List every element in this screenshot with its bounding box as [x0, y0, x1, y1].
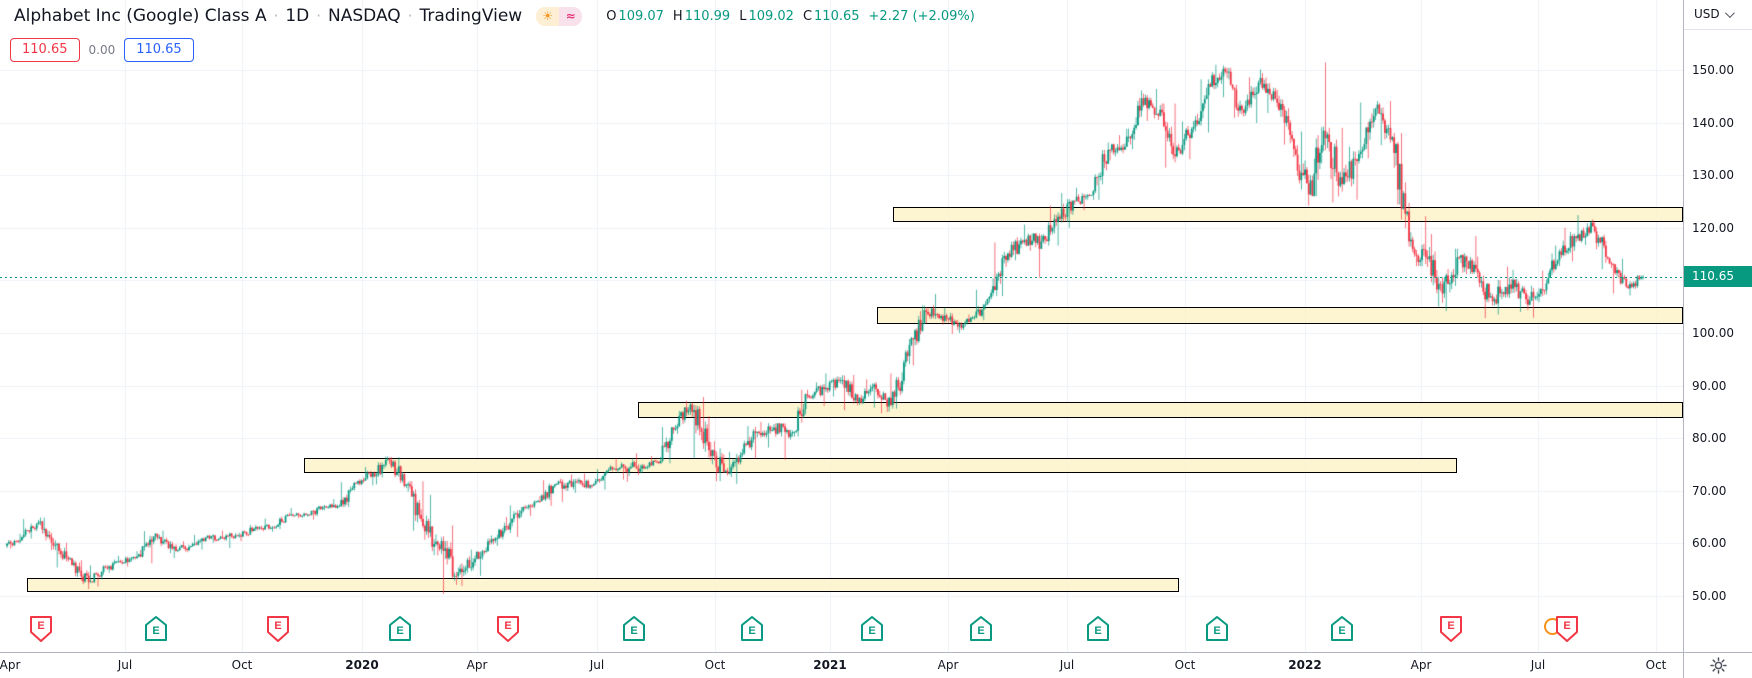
time-tick: Oct: [704, 658, 726, 672]
open-label: O: [606, 8, 617, 24]
change-value: +2.27 (+2.09%): [868, 8, 975, 24]
time-tick: Oct: [231, 658, 253, 672]
price-tick: 70.00: [1692, 484, 1727, 498]
title-separator: ·: [316, 7, 322, 25]
earnings-miss-badge[interactable]: E: [497, 615, 519, 643]
svg-text:E: E: [274, 620, 281, 632]
svg-text:E: E: [1338, 625, 1345, 637]
chevron-down-icon: [1724, 8, 1735, 19]
time-tick: Apr: [1410, 658, 1432, 672]
earnings-beat-badge[interactable]: E: [970, 615, 992, 643]
svg-text:E: E: [1213, 625, 1220, 637]
high-value: 110.99: [684, 8, 731, 24]
title-separator: ·: [273, 7, 279, 25]
exchange-label[interactable]: NASDAQ: [328, 6, 401, 26]
earnings-beat-badge[interactable]: E: [389, 615, 411, 643]
title-separator: ·: [407, 7, 413, 25]
svg-text:E: E: [37, 620, 44, 632]
price-scale[interactable]: USD 150.00 140.00 130.00 120.00 100.00 90.00 8…: [1683, 0, 1752, 652]
currency-selector[interactable]: USD: [1694, 7, 1735, 21]
earnings-beat-badge[interactable]: E: [1206, 615, 1228, 643]
price-tick: 90.00: [1692, 379, 1727, 393]
time-tick: Oct: [1645, 658, 1667, 672]
svg-text:E: E: [868, 625, 875, 637]
time-tick: Jul: [117, 658, 133, 672]
svg-text:E: E: [1563, 620, 1570, 632]
price-tick: 100.00: [1692, 326, 1734, 340]
buy-button[interactable]: 110.65: [124, 38, 194, 62]
time-tick: Apr: [466, 658, 488, 672]
interval-label[interactable]: 1D: [285, 6, 310, 26]
earnings-miss-badge[interactable]: E: [267, 615, 289, 643]
currency-label: USD: [1694, 7, 1720, 21]
svg-text:E: E: [1447, 620, 1454, 632]
time-tick: 2020: [345, 658, 379, 672]
price-tick: 50.00: [1692, 589, 1727, 603]
open-value: 109.07: [618, 8, 664, 24]
svg-text:E: E: [504, 620, 511, 632]
axis-divider: [1684, 29, 1752, 30]
scale-settings-corner[interactable]: [1683, 652, 1752, 678]
svg-text:E: E: [748, 625, 755, 637]
price-tick: 150.00: [1692, 63, 1734, 77]
svg-text:E: E: [396, 625, 403, 637]
low-value: 109.02: [748, 8, 794, 24]
time-scale[interactable]: Apr Jul Oct 2020 Apr Jul Oct 2021 Apr Jul Oct 2022 A…: [0, 652, 1683, 678]
high-label: H: [672, 8, 683, 24]
gear-icon[interactable]: [1709, 657, 1727, 674]
trade-panel: 110.65 0.00 110.65: [10, 38, 194, 62]
earnings-beat-badge[interactable]: E: [1331, 615, 1353, 643]
time-tick: Oct: [1174, 658, 1196, 672]
price-tick: 120.00: [1692, 221, 1734, 235]
price-tick: 130.00: [1692, 168, 1734, 182]
time-tick: 2022: [1288, 658, 1322, 672]
chart-pane[interactable]: Alphabet Inc (Google) Class A · 1D · NAS…: [0, 0, 1683, 652]
market-status-chips: ☀ ≈: [536, 6, 583, 26]
price-tick: 60.00: [1692, 536, 1727, 550]
earnings-miss-badge[interactable]: E: [1440, 615, 1462, 643]
svg-text:E: E: [977, 625, 984, 637]
earnings-beat-badge[interactable]: E: [1087, 615, 1109, 643]
earnings-miss-badge[interactable]: E: [30, 615, 52, 643]
current-price-label: 110.65: [1684, 266, 1752, 287]
spread-value: 0.00: [88, 43, 116, 57]
sell-button[interactable]: 110.65: [10, 38, 80, 62]
close-label: C: [802, 8, 813, 24]
time-tick: Jul: [1059, 658, 1075, 672]
platform-label: TradingView: [419, 6, 523, 26]
approx-icon: ≈: [559, 6, 583, 26]
time-tick: Apr: [937, 658, 959, 672]
earnings-beat-badge[interactable]: E: [145, 615, 167, 643]
earnings-beat-badge[interactable]: E: [861, 615, 883, 643]
time-tick: 2021: [813, 658, 847, 672]
close-value: 110.65: [814, 8, 860, 24]
sun-icon: ☀: [536, 6, 560, 26]
svg-text:E: E: [630, 625, 637, 637]
ohlc-readout: O 109.07 H 110.99 L 109.02 C 110.65 +2.2…: [606, 9, 975, 24]
time-tick: Jul: [1530, 658, 1546, 672]
price-tick: 140.00: [1692, 116, 1734, 130]
earnings-miss-badge[interactable]: E: [1544, 615, 1578, 643]
earnings-beat-badge[interactable]: E: [623, 615, 645, 643]
candlestick-canvas[interactable]: [0, 0, 1683, 652]
low-label: L: [739, 8, 747, 24]
current-price-line: [0, 277, 1683, 278]
svg-text:E: E: [152, 625, 159, 637]
earnings-beat-badge[interactable]: E: [741, 615, 763, 643]
chart-legend: Alphabet Inc (Google) Class A · 1D · NAS…: [14, 6, 975, 26]
price-tick: 80.00: [1692, 431, 1727, 445]
symbol-title[interactable]: Alphabet Inc (Google) Class A: [14, 6, 267, 26]
svg-text:E: E: [1094, 625, 1101, 637]
time-tick: Jul: [589, 658, 605, 672]
time-tick: Apr: [0, 658, 21, 672]
